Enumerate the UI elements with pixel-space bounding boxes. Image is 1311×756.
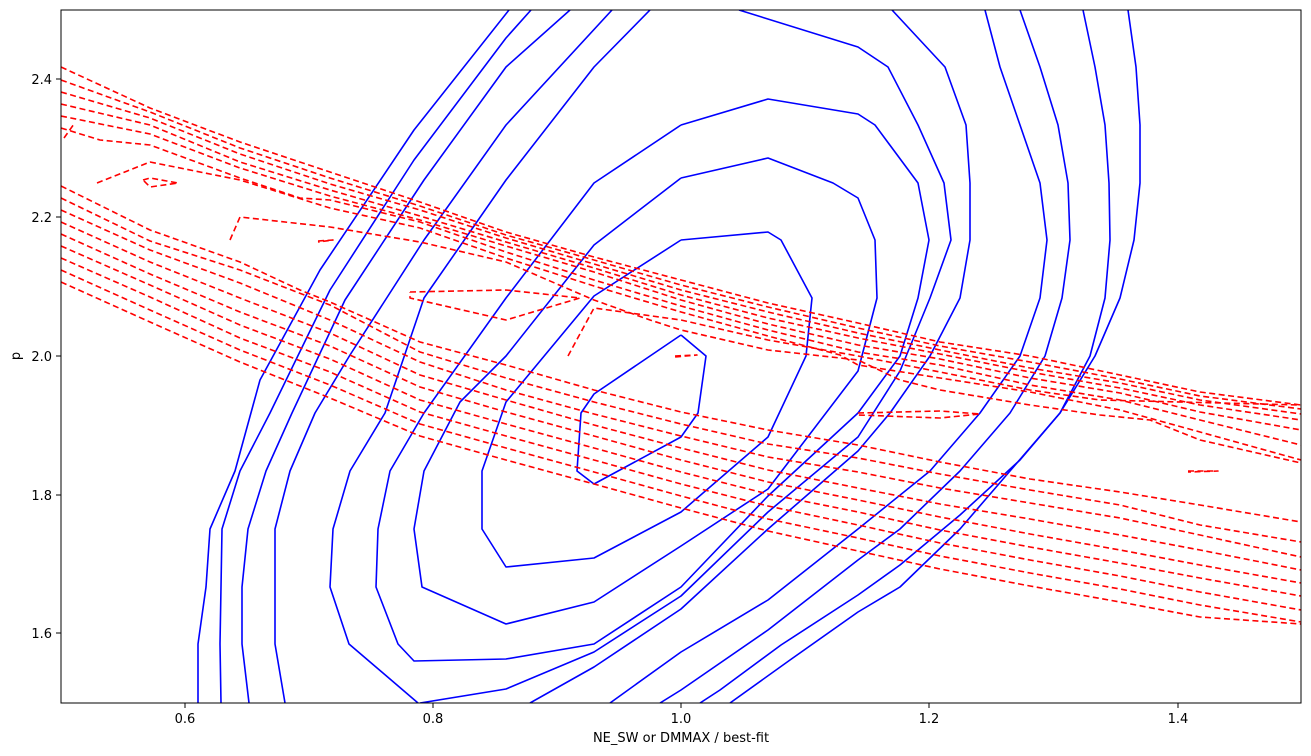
blue-solid-contour-group: [197, 10, 1141, 703]
red-dashed-contour-line: [61, 91, 1301, 415]
red-dashed-contour-line: [61, 66, 1301, 406]
red-dashed-contour-line: [61, 127, 1301, 446]
y-tick-label: 1.6: [31, 627, 52, 642]
blue-contour-line: [274, 10, 613, 703]
x-tick-label: 0.6: [175, 712, 196, 727]
red-dashed-contour-line: [317, 239, 334, 243]
red-dashed-contour-line: [409, 289, 581, 321]
blue-contour-line: [241, 10, 571, 703]
red-dashed-contour-line: [567, 307, 1301, 406]
red-dashed-contour-line: [229, 216, 1301, 464]
red-dashed-contour-line: [61, 209, 1301, 558]
y-axis-label: p: [9, 352, 24, 360]
blue-contour-line: [413, 157, 878, 625]
red-dashed-contour-line: [61, 115, 1301, 431]
blue-contour-line: [375, 98, 930, 662]
red-dashed-contour-line: [61, 281, 1301, 625]
red-dashed-contour-line: [61, 221, 1301, 571]
x-axis-label: NE_SW or DMMAX / best-fit: [593, 731, 769, 746]
y-axis: 1.6 1.8 2.0 2.2 2.4 p: [9, 73, 61, 642]
x-tick-label: 1.0: [671, 712, 692, 727]
y-tick-label: 2.0: [31, 350, 52, 365]
blue-contour-line: [219, 10, 532, 703]
x-tick-label: 1.4: [1168, 712, 1189, 727]
blue-contour-line: [699, 10, 1141, 703]
red-dashed-contour-line: [63, 123, 75, 139]
red-dashed-contour-line: [61, 233, 1301, 584]
y-tick-label: 2.2: [31, 211, 52, 226]
blue-contour-line: [729, 10, 1111, 703]
y-tick-label: 1.8: [31, 489, 52, 504]
red-dashed-contour-line: [142, 177, 179, 188]
blue-contour-line: [529, 10, 971, 703]
x-tick-label: 0.8: [423, 712, 444, 727]
y-tick-label: 2.4: [31, 73, 52, 88]
blue-contour-line: [481, 231, 813, 568]
blue-contour-line: [419, 10, 952, 703]
x-tick-label: 1.2: [919, 712, 940, 727]
blue-contour-line: [329, 10, 651, 703]
red-dashed-contour-group: [61, 66, 1301, 625]
red-dashed-contour-line: [61, 269, 1301, 623]
red-dashed-contour-line: [61, 257, 1301, 611]
red-dashed-contour-line: [96, 161, 1301, 461]
x-axis: 0.6 0.8 1.0 1.2 1.4 NE_SW or DMMAX / bes…: [175, 703, 1189, 746]
blue-contour-line: [197, 10, 510, 703]
red-dashed-contour-line: [61, 103, 1301, 421]
red-dashed-contour-line: [1187, 470, 1219, 473]
blue-contour-line: [609, 10, 1048, 703]
red-dashed-contour-line: [674, 354, 698, 358]
red-dashed-contour-line: [61, 79, 1301, 410]
red-dashed-contour-line: [61, 197, 1301, 543]
